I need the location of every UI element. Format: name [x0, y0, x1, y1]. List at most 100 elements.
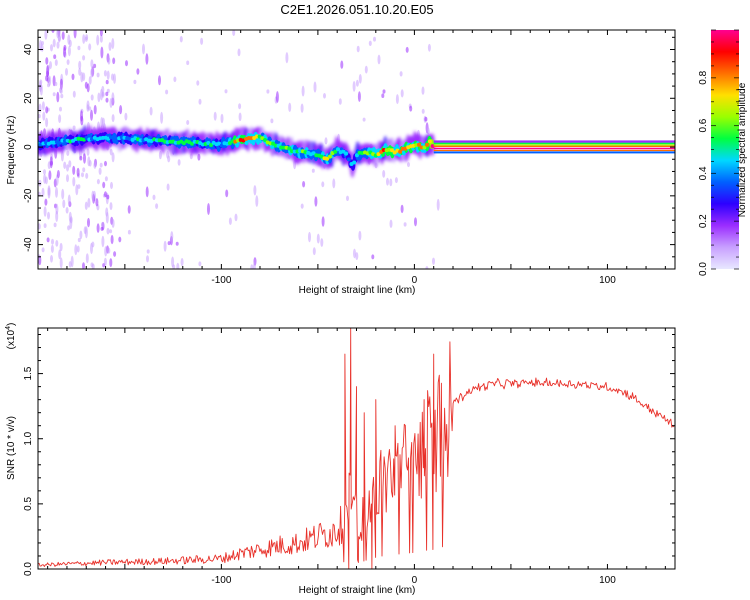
- spectrogram-noise-blob: [84, 201, 88, 210]
- spectrogram-noise-blob: [238, 112, 242, 122]
- spectrogram-noise-blob: [186, 120, 190, 125]
- spectrogram-noise-blob: [382, 89, 386, 94]
- spectrogram-noise-blob: [358, 230, 362, 241]
- spectrogram-noise-blob: [373, 36, 376, 42]
- spectrogram-noise-blob: [100, 117, 104, 128]
- spectrogram-core-blob: [427, 139, 432, 144]
- spectrogram-noise-blob: [170, 231, 174, 242]
- spectrogram-noise-blob: [80, 115, 84, 126]
- spectrogram-noise-blob: [237, 48, 241, 57]
- spectrogram-noise-blob: [321, 181, 325, 188]
- colorbar-tick-label: 0.6: [698, 118, 709, 132]
- spectrogram-noise-blob: [133, 79, 137, 85]
- spectrogram-noise-blob: [97, 92, 101, 103]
- spectrogram-noise-blob: [213, 111, 217, 121]
- spectrogram-noise-blob: [158, 75, 161, 86]
- spectrogram-noise-blob: [54, 59, 58, 66]
- spectrogram-noise-blob: [43, 169, 46, 175]
- spectrogram-noise-blob: [52, 92, 56, 97]
- spectrogram-noise-blob: [68, 160, 72, 168]
- spectrogram-noise-blob: [107, 57, 111, 65]
- spectrogram-noise-blob: [86, 148, 90, 156]
- spectrogram-noise-blob: [340, 60, 344, 69]
- spectrogram-noise-blob: [93, 104, 97, 115]
- snr-y-scale-label: (x10: [6, 329, 17, 349]
- spectrogram-noise-blob: [49, 156, 53, 169]
- spectrogram-noise-blob: [275, 91, 279, 103]
- spectrogram-noise-blob: [66, 174, 69, 183]
- spectrogram-noise-blob: [368, 40, 372, 46]
- spectrogram-noise-blob: [427, 43, 431, 52]
- spectrogram-noise-blob: [72, 90, 76, 98]
- spectrogram-noise-blob: [111, 152, 115, 163]
- spectrogram-noise-blob: [104, 191, 107, 198]
- spectrogram-noise-blob: [96, 178, 100, 185]
- spectrogram-noise-blob: [39, 40, 42, 51]
- spectrogram-core-blob: [209, 143, 213, 147]
- spectrogram-noise-blob: [323, 93, 326, 99]
- spectrogram-noise-blob: [38, 103, 42, 113]
- spectrogram-noise-blob: [108, 42, 112, 51]
- spectrogram-noise-blob: [127, 205, 131, 214]
- spectrogram-noise-blob: [111, 114, 115, 123]
- snr-x-label: Height of straight line (km): [299, 585, 416, 596]
- spectrogram-noise-blob: [186, 60, 190, 66]
- colorbar-ticks: 0.0 0.2 0.4 0.6 0.8: [698, 29, 739, 276]
- spectrogram-noise-blob: [53, 54, 57, 59]
- spectrogram-noise-blob: [67, 225, 71, 231]
- spectrogram-noise-blob: [96, 34, 100, 46]
- spectrogram-noise-blob: [149, 106, 153, 116]
- spectrogram-noise-blob: [110, 234, 114, 245]
- spectrogram-noise-blob: [41, 247, 45, 253]
- spectrogram-noise-blob: [50, 254, 53, 263]
- spectrogram-noise-blob: [51, 238, 54, 245]
- snr-x-tick-label: -100: [211, 575, 231, 586]
- spectrogram-noise-blob: [288, 102, 292, 113]
- spectrogram-noise-blob: [355, 252, 359, 261]
- spectrogram-noise-blob: [83, 153, 86, 164]
- spectrogram-noise-blob: [142, 43, 145, 55]
- spectrogram-noise-blob: [53, 222, 57, 228]
- spectrogram-noise-blob: [47, 211, 50, 220]
- spectrogram-noise-blob: [73, 30, 77, 39]
- spectrogram-noise-blob: [76, 245, 80, 253]
- spectrogram-noise-blob: [426, 127, 430, 135]
- spectrogram-noise-blob: [399, 71, 403, 77]
- spectrogram-noise-blob: [316, 233, 320, 244]
- spectrogram-noise-blob: [146, 255, 149, 263]
- spectrogram-noise-blob: [65, 207, 69, 214]
- spectrogram-noise-blob: [314, 196, 318, 207]
- spectrogram-core-blob: [425, 142, 430, 147]
- colorbar-label: Normalized spectral amplitude: [737, 82, 748, 217]
- spectrogram-noise-blob: [112, 57, 116, 65]
- spectrogram-noise-blob: [58, 114, 62, 123]
- spectrogram-noise-blob: [79, 230, 83, 240]
- spectrogram-band: [433, 142, 675, 145]
- spectrogram-x-label: Height of straight line (km): [299, 285, 416, 296]
- spectrogram-noise-blob: [87, 217, 90, 228]
- spectrogram-x-tick-label: 100: [599, 275, 616, 286]
- spectrogram-noise-blob: [99, 35, 103, 43]
- spectrogram-noise-blob: [166, 183, 170, 191]
- spectrogram-noise-blob: [43, 173, 47, 184]
- snr-y-tick-label: 0.0: [23, 562, 34, 576]
- spectrogram-noise-blob: [109, 258, 113, 268]
- spectrogram-core-blob: [376, 152, 381, 157]
- spectrogram-noise-blob: [68, 261, 72, 268]
- spectrogram-noise-blob: [109, 148, 113, 156]
- spectrogram-noise-blob: [46, 237, 50, 243]
- spectrogram-noise-blob: [54, 81, 58, 87]
- spectrogram-noise-blob: [152, 194, 156, 200]
- spectrogram-core-blob: [219, 143, 224, 148]
- spectrogram-noise-blob: [44, 198, 48, 206]
- spectrogram-noise-blob: [101, 85, 105, 94]
- spectrogram-band: [433, 144, 675, 146]
- spectrogram-y-tick-label: 40: [23, 44, 34, 56]
- spectrogram-noise-blob: [145, 186, 149, 198]
- spectrogram-noise-blob: [400, 89, 404, 98]
- spectrogram-noise-blob: [48, 75, 52, 87]
- spectrogram-noise-blob: [56, 170, 60, 179]
- spectrogram-noise-blob: [177, 159, 181, 166]
- spectrogram-noise-blob: [60, 93, 64, 99]
- spectrogram-noise-blob: [56, 91, 60, 103]
